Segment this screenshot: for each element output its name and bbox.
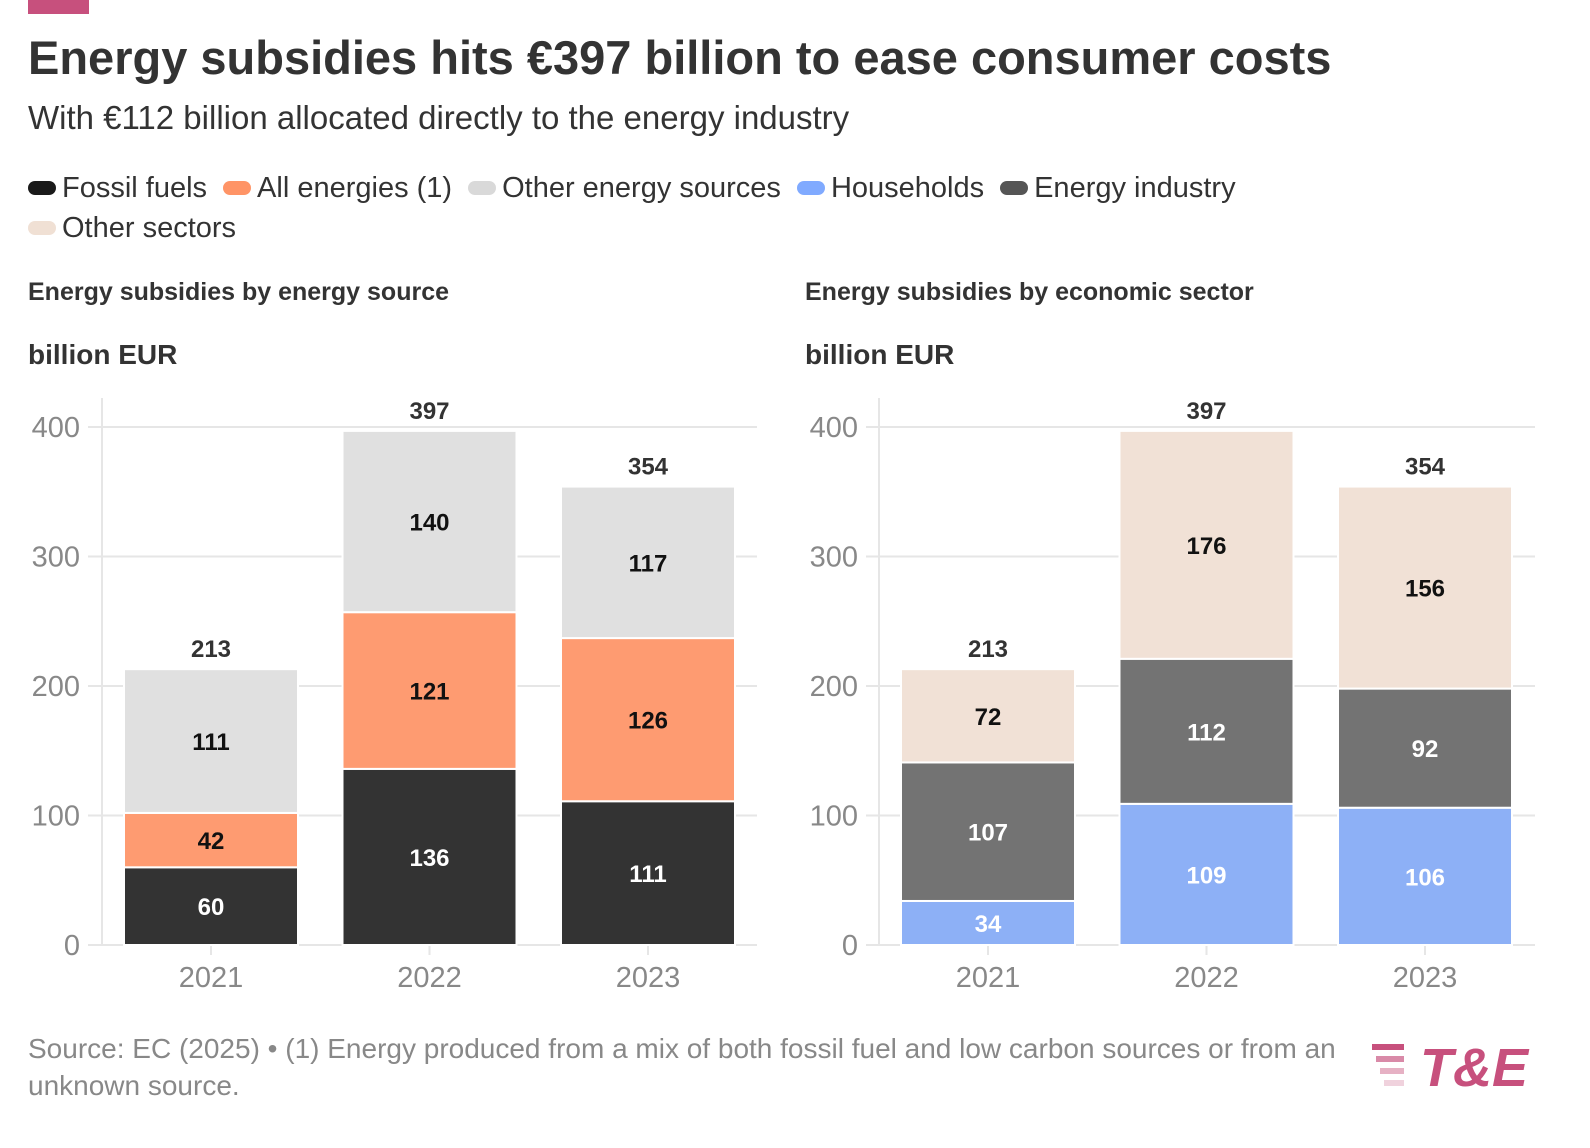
bar-total-label: 213 bbox=[191, 636, 231, 663]
x-tick-label: 2022 bbox=[1174, 962, 1239, 994]
y-tick-label: 200 bbox=[32, 671, 80, 703]
y-tick-label: 100 bbox=[810, 801, 858, 833]
legend-swatch-icon bbox=[28, 181, 56, 195]
bar-segment bbox=[560, 485, 736, 640]
chart-subtitle: With €112 billion allocated directly to … bbox=[28, 99, 850, 136]
legend-label: Other energy sources bbox=[502, 171, 781, 204]
bar-segment bbox=[900, 899, 1076, 946]
x-tick-label: 2021 bbox=[179, 962, 244, 994]
y-tick-label: 100 bbox=[32, 801, 80, 833]
bar-segment bbox=[900, 668, 1076, 764]
legend-label: Households bbox=[830, 171, 985, 204]
bar-segment bbox=[1118, 657, 1295, 805]
bar-value-label: 176 bbox=[1186, 533, 1226, 560]
y-tick-label: 400 bbox=[810, 412, 858, 444]
x-tick-label: 2022 bbox=[397, 962, 462, 994]
bar-segment bbox=[1118, 802, 1295, 946]
legend-swatch-icon bbox=[223, 181, 252, 195]
legend-label: Energy industry bbox=[1034, 171, 1236, 204]
chart-title: Energy subsidies hits €397 billion to ea… bbox=[28, 31, 1332, 84]
bar-value-label: 109 bbox=[1186, 862, 1226, 889]
bar-segment bbox=[341, 429, 518, 614]
legend-label: Fossil fuels bbox=[62, 171, 208, 204]
y-axis-label: billion EUR bbox=[28, 339, 177, 370]
legend-item: Fossil fuels bbox=[28, 170, 207, 206]
bar-segment bbox=[1337, 806, 1513, 946]
bar-value-label: 107 bbox=[968, 820, 1008, 847]
legend-label: Other sectors bbox=[62, 211, 237, 244]
legend-item: All energies (1) bbox=[223, 170, 452, 206]
bar-value-label: 111 bbox=[629, 861, 666, 888]
legend-item: Other sectors bbox=[28, 210, 236, 246]
bar-total-label: 354 bbox=[1405, 454, 1446, 481]
legend: Fossil fuels All energies (1) Other energy… bbox=[28, 170, 1368, 246]
bar-value-label: 34 bbox=[975, 911, 1002, 938]
legend-item: Households bbox=[796, 170, 985, 206]
x-tick-label: 2021 bbox=[956, 962, 1021, 994]
source-note: Source: EC (2025) • (1) Energy produced … bbox=[28, 1033, 1336, 1101]
bar-segment bbox=[900, 761, 1076, 902]
bar-segment bbox=[341, 767, 518, 946]
panel-title: Energy subsidies by economic sector bbox=[805, 278, 1254, 306]
bar-value-label: 121 bbox=[409, 679, 449, 706]
bar-value-label: 112 bbox=[1187, 719, 1226, 746]
x-tick-label: 2023 bbox=[1393, 962, 1458, 994]
bar-value-label: 140 bbox=[409, 510, 449, 537]
bar-segment bbox=[1337, 485, 1513, 690]
panel-title: Energy subsidies by energy source bbox=[28, 278, 449, 306]
bar-value-label: 42 bbox=[198, 828, 225, 855]
bar-segment bbox=[123, 668, 299, 814]
bar-segment bbox=[123, 866, 299, 946]
legend-swatch-icon bbox=[796, 181, 825, 195]
bar-total-label: 397 bbox=[409, 398, 449, 425]
legend-item: Energy industry bbox=[1000, 170, 1236, 206]
y-tick-label: 400 bbox=[32, 412, 80, 444]
logo-wordmark: T&E bbox=[1420, 1038, 1530, 1092]
y-tick-label: 0 bbox=[842, 930, 858, 962]
bar-value-label: 126 bbox=[628, 708, 668, 735]
legend-swatch-icon bbox=[1000, 181, 1029, 195]
bar-segment bbox=[560, 637, 736, 803]
charts-container: Energy subsidies by energy source billion… bbox=[28, 278, 1535, 994]
legend-swatch-icon bbox=[468, 181, 497, 195]
bar-value-label: 92 bbox=[1412, 736, 1439, 763]
y-tick-label: 300 bbox=[810, 542, 858, 574]
y-axis-label: billion EUR bbox=[805, 339, 954, 370]
legend-swatch-icon bbox=[28, 221, 56, 235]
accent-bar bbox=[28, 0, 89, 14]
bar-value-label: 156 bbox=[1405, 576, 1445, 603]
legend-item: Other energy sources bbox=[468, 170, 781, 206]
legend-label: All energies (1) bbox=[257, 171, 453, 204]
bar-segment bbox=[123, 811, 299, 869]
bar-value-label: 111 bbox=[192, 729, 229, 756]
bar-value-label: 117 bbox=[629, 550, 668, 577]
y-tick-label: 0 bbox=[64, 930, 80, 962]
bar-segment bbox=[341, 611, 518, 770]
bar-value-label: 106 bbox=[1405, 864, 1445, 891]
bar-value-label: 136 bbox=[409, 845, 449, 872]
bar-total-label: 397 bbox=[1186, 398, 1226, 425]
bar-value-label: 60 bbox=[198, 894, 225, 921]
bar-value-label: 72 bbox=[975, 704, 1002, 731]
bar-segment bbox=[1118, 429, 1295, 660]
logo-stripes-icon bbox=[1372, 1044, 1404, 1086]
y-tick-label: 200 bbox=[810, 671, 858, 703]
bar-total-label: 354 bbox=[628, 454, 669, 481]
bar-total-label: 213 bbox=[968, 636, 1008, 663]
te-logo: T&E bbox=[1372, 1038, 1530, 1092]
y-tick-label: 300 bbox=[32, 542, 80, 574]
bar-segment bbox=[1337, 687, 1513, 809]
x-tick-label: 2023 bbox=[616, 962, 681, 994]
